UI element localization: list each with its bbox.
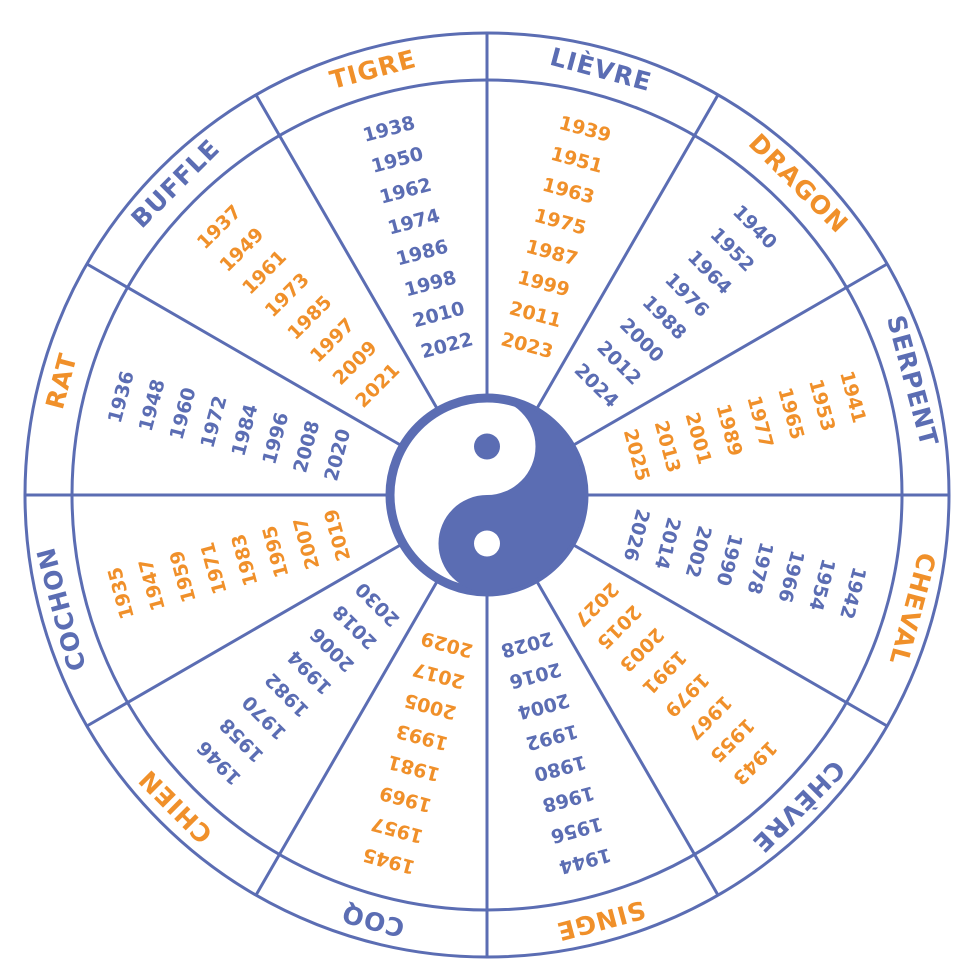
yin-yang [385,393,589,597]
spoke [534,94,720,412]
spoke [570,262,888,448]
spokes [25,33,949,957]
spoke [254,578,440,896]
spoke [86,542,404,728]
spoke [86,262,404,448]
spoke [534,578,720,896]
yin-yang-dot [474,530,500,557]
yin-yang-dot [474,433,500,460]
spoke [570,542,888,728]
spoke [254,94,440,412]
